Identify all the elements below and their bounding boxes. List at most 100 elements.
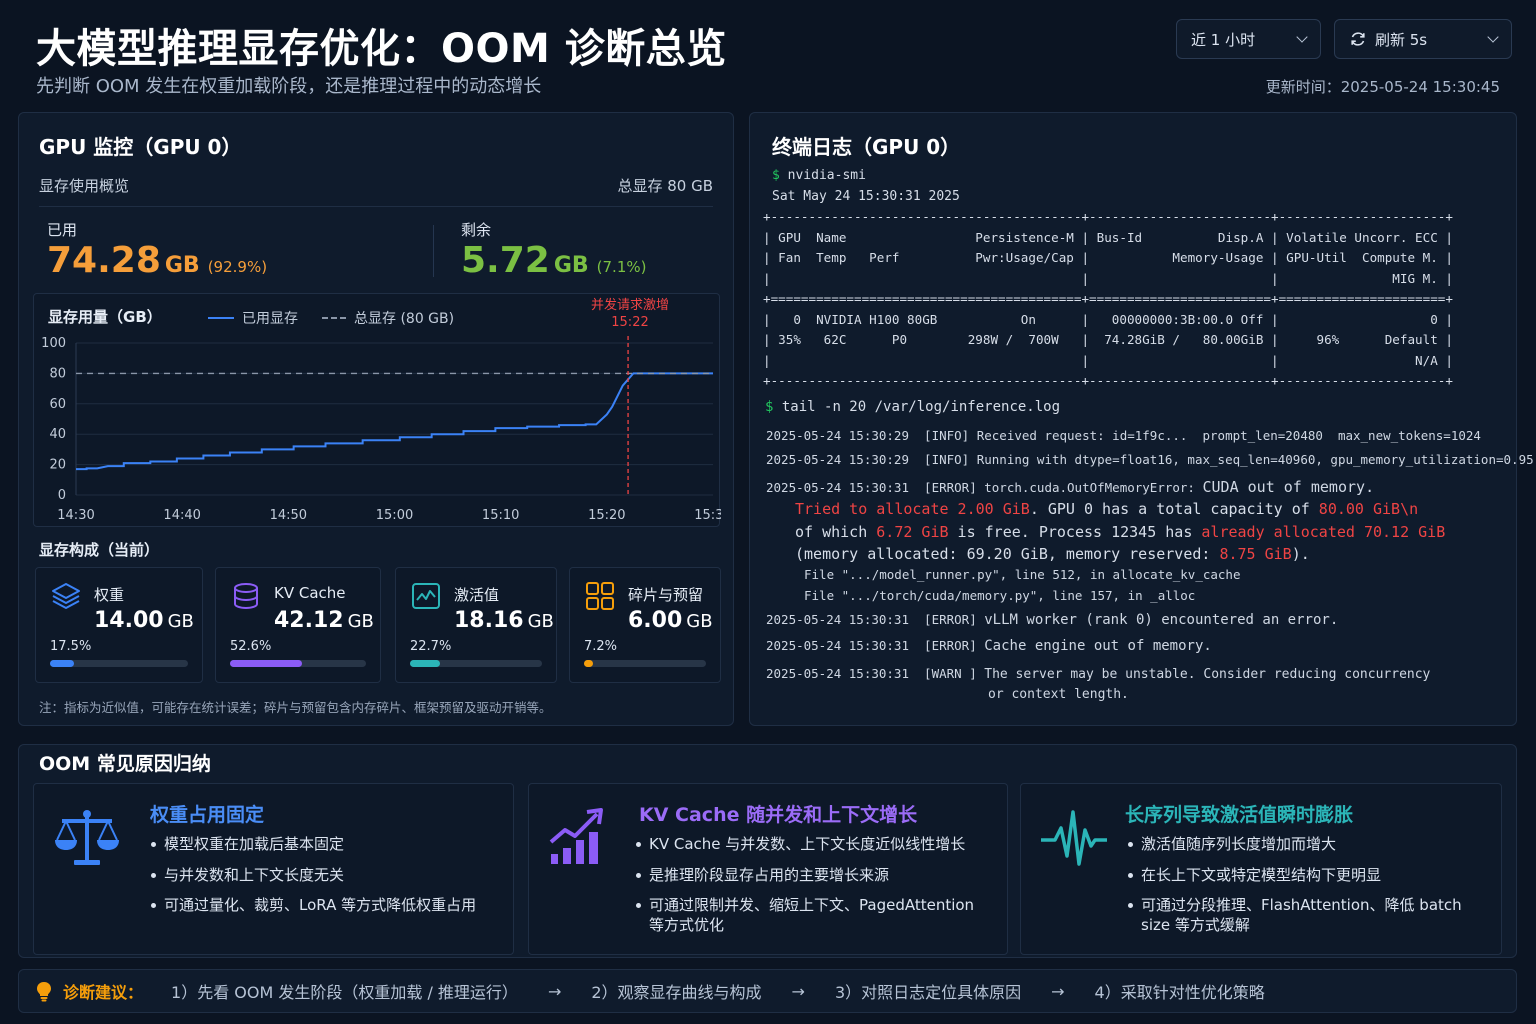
smi-line: | | | MIG M. | — [763, 270, 1453, 286]
advice-label: 诊断建议： — [63, 983, 144, 1002]
cause-title: KV Cache 随并发和上下文增长 — [639, 804, 918, 826]
page-subtitle: 先判断 OOM 发生在权重加载阶段，还是推理过程中的动态增长 — [36, 76, 542, 97]
x-tick-label: 15:10 — [482, 508, 519, 523]
gpu-monitor-panel: GPU 监控（GPU 0） 显存使用概览 总显存 80 GB 已用 74.28 G… — [18, 112, 734, 726]
x-tick-label: 15:20 — [588, 508, 625, 523]
component-name: 碎片与预留 — [628, 586, 704, 604]
time-range-select[interactable]: 近 1 小时 — [1176, 19, 1321, 59]
refresh-label: 刷新 5s — [1375, 30, 1428, 49]
error-highlight: 80.00 GiB\n — [1318, 500, 1419, 518]
scale-balance-icon — [55, 810, 119, 865]
page-title: 大模型推理显存优化：OOM 诊断总览 — [36, 26, 727, 72]
y-tick-label: 0 — [58, 488, 66, 503]
terminal-panel-title: 终端日志（GPU 0） — [772, 135, 961, 159]
x-tick-label: 14:30 — [57, 508, 94, 523]
surge-annotation: 并发请求激增 15:22 — [590, 297, 670, 331]
component-value: 18.16 — [454, 608, 524, 633]
y-tick-label: 80 — [49, 366, 66, 381]
cause-card-kv-cache: KV Cache 随并发和上下文增长 KV Cache 与并发数、上下文长度近似… — [528, 783, 1008, 955]
cause-item: 可通过分段推理、FlashAttention、降低 batch size 等方式… — [1125, 895, 1495, 935]
legend-solid-swatch — [208, 317, 234, 319]
advice-step-3: 3）对照日志定位具体原因 — [834, 983, 1022, 1002]
log-prefix: 2025-05-24 15:30:31 [ERROR] — [766, 612, 985, 627]
diagnosis-advice-bar: 诊断建议： 1）先看 OOM 发生阶段（权重加载 / 推理运行） → 2）观察显… — [18, 969, 1517, 1013]
grid-icon — [586, 582, 614, 610]
oom-causes-panel: OOM 常见原因归纳 权重占用固定 模型权重在加载后基本固定 与并发数和上下文长… — [18, 744, 1517, 958]
traceback-line-1: File ".../model_runner.py", line 512, in… — [804, 567, 1241, 582]
gpu-panel-title: GPU 监控（GPU 0） — [39, 135, 242, 159]
component-progress-track — [584, 660, 706, 667]
log-prefix: 2025-05-24 15:30:31 [WARN ] — [766, 666, 985, 681]
usage-overview-label: 显存使用概览 — [39, 177, 130, 195]
component-card-kv-cache: KV Cache 42.12 GB 52.6% — [215, 567, 381, 683]
prompt-symbol: $ — [772, 168, 780, 183]
terminal-date: Sat May 24 15:30:31 2025 — [772, 189, 960, 204]
chart-title: 显存用量（GB） — [48, 308, 162, 326]
smi-line: | 0 NVIDIA H100 80GB On | 00000000:3B:00… — [763, 311, 1453, 327]
component-percent: 17.5% — [50, 639, 92, 654]
error-highlight: 8.75 GiB — [1219, 545, 1292, 563]
cause-title: 权重占用固定 — [150, 804, 265, 826]
advice-step-4: 4）采取针对性优化策略 — [1094, 983, 1265, 1002]
cause-item: 与并发数和上下文长度无关 — [148, 865, 476, 885]
error-text: . GPU 0 has a total capacity of — [1029, 500, 1319, 518]
component-progress-fill — [410, 660, 440, 667]
cause-item: 可通过量化、裁剪、LoRA 等方式降低权重占用 — [148, 895, 476, 915]
component-progress-track — [50, 660, 188, 667]
component-name: KV Cache — [274, 584, 346, 602]
free-label: 剩余 — [461, 221, 492, 239]
log-line-info-2: 2025-05-24 15:30:29 [INFO] Running with … — [766, 452, 1534, 467]
cause-list: 模型权重在加载后基本固定 与并发数和上下文长度无关 可通过量化、裁剪、LoRA … — [148, 834, 476, 926]
traceback-line-2: File ".../torch/cuda/memory.py", line 15… — [804, 588, 1196, 603]
smi-line: | 35% 62C P0 298W / 700W | 74.28GiB / 80… — [763, 332, 1453, 347]
log-line-info-1: 2025-05-24 15:30:29 [INFO] Received requ… — [766, 428, 1481, 443]
arrow-right-icon: → — [547, 981, 562, 1001]
component-value: 6.00 — [628, 608, 683, 633]
cause-item: 激活值随序列长度增加而增大 — [1125, 834, 1495, 854]
cause-card-activations: 长序列导致激活值瞬时膨胀 激活值随序列长度增加而增大 在长上下文或特定模型结构下… — [1020, 783, 1502, 955]
free-percent: (7.1%) — [596, 258, 647, 276]
log-line-error-1: 2025-05-24 15:30:31 [ERROR] torch.cuda.O… — [766, 478, 1374, 496]
component-value: 14.00 — [94, 608, 164, 633]
free-value: 5.72 — [461, 240, 550, 281]
terminal-log-panel: 终端日志（GPU 0） $ nvidia-smi Sat May 24 15:3… — [749, 112, 1534, 726]
used-value: 74.28 — [47, 240, 161, 281]
total-memory-label: 总显存 80 GB — [617, 177, 713, 195]
database-icon — [234, 583, 258, 610]
arrow-right-icon: → — [1051, 981, 1065, 1001]
used-memory-series-line — [76, 372, 713, 471]
error-highlight: already allocated 70.12 GiB — [1201, 522, 1446, 541]
cause-card-weights: 权重占用固定 模型权重在加载后基本固定 与并发数和上下文长度无关 可通过量化、裁… — [33, 783, 514, 955]
error-highlight: Tried to allocate 2.00 GiB — [795, 500, 1030, 518]
surge-label: 并发请求激增 — [590, 298, 669, 313]
log-prefix: 2025-05-24 15:30:31 [ERROR] — [766, 638, 985, 653]
y-tick-label: 20 — [49, 458, 66, 473]
component-progress-fill — [230, 660, 302, 667]
pulse-wave-icon — [1041, 810, 1107, 866]
component-percent: 22.7% — [410, 639, 452, 654]
smi-line: +---------------------------------------… — [763, 373, 1453, 388]
refresh-interval-select[interactable]: 刷新 5s — [1334, 19, 1512, 59]
legend-used: 已用显存 — [208, 308, 298, 328]
command-text: nvidia-smi — [787, 168, 866, 183]
cause-item: 模型权重在加载后基本固定 — [148, 834, 476, 854]
error-text: of which — [795, 522, 877, 541]
x-tick-label: 14:50 — [270, 508, 307, 523]
refresh-icon — [1351, 32, 1365, 46]
cause-title: 长序列导致激活值瞬时膨胀 — [1125, 804, 1354, 826]
x-tick-label: 15:00 — [376, 508, 413, 523]
component-card-fragmentation: 碎片与预留 6.00 GB 7.2% — [569, 567, 721, 683]
legend-dash-swatch — [322, 317, 346, 319]
error-text: is free. Process 12345 has — [948, 522, 1202, 541]
log-line-warn-cont: or context length. — [988, 687, 1129, 702]
component-name: 权重 — [94, 586, 125, 604]
used-label: 已用 — [47, 221, 78, 239]
component-unit: GB — [527, 611, 554, 632]
legend-total: 总显存 (80 GB) — [322, 308, 454, 328]
error-text: ). — [1291, 545, 1310, 563]
composition-title: 显存构成（当前） — [39, 541, 160, 559]
activity-chart-icon — [412, 583, 440, 609]
log-text: . — [1203, 638, 1212, 654]
used-unit: GB — [164, 253, 200, 278]
free-memory-stat: 剩余 5.72 GB (7.1%) — [461, 219, 646, 281]
